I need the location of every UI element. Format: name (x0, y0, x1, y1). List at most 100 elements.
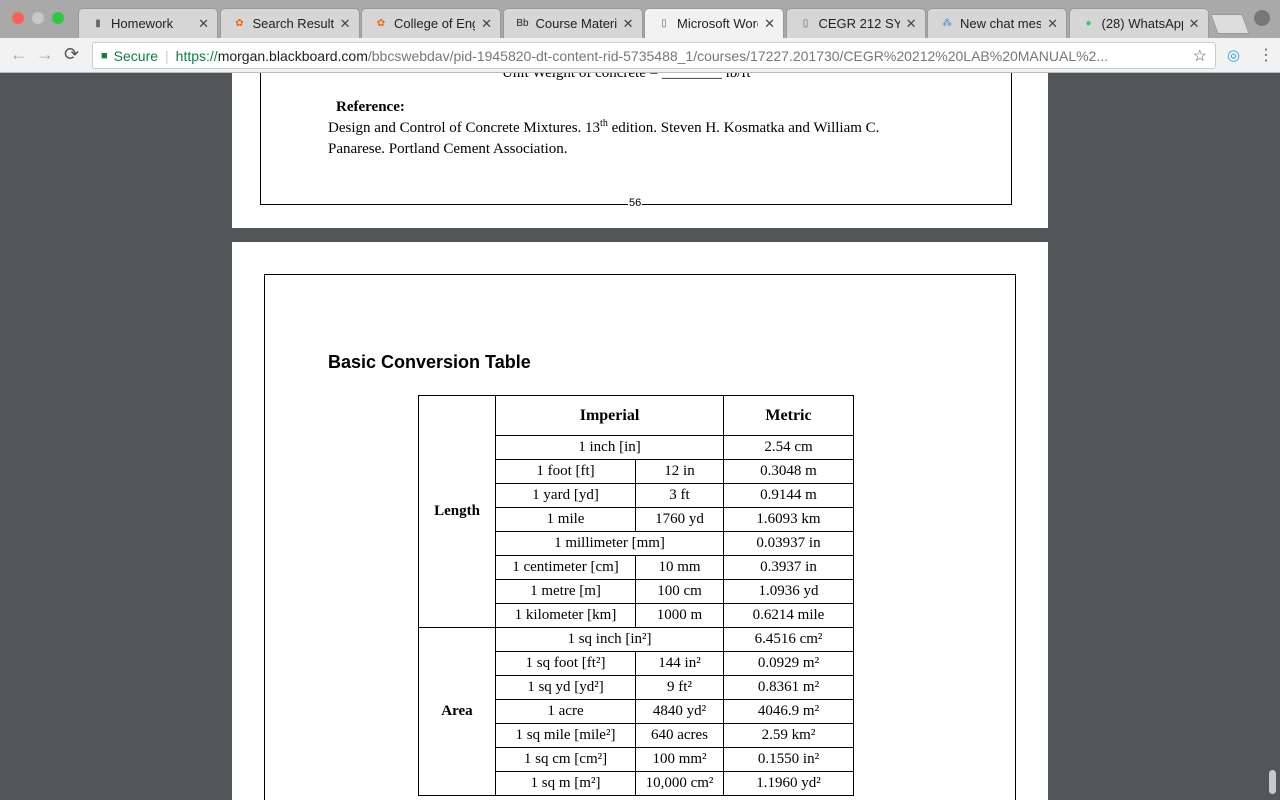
document-icon: ▯ (802, 17, 809, 29)
cell-text: 1000 m (656, 607, 703, 623)
imperial-header: Imperial (495, 395, 724, 436)
address-bar[interactable]: ■ Secure | https://morgan.blackboard.com… (92, 42, 1216, 69)
table-row: Area 1 sq inch [in²] 6.4516 cm² (418, 627, 854, 796)
equivalent-cell: 100 cm (635, 579, 724, 604)
profile-icon[interactable] (1254, 10, 1270, 26)
reference-sup: th (600, 118, 608, 129)
table-row: 1 kilometer [km] 1000 m 0.6214 mile (419, 603, 854, 628)
tab-2[interactable]: ✿ College of Engi ✕ (361, 8, 501, 38)
maximize-window-button[interactable] (52, 12, 64, 24)
tab-label: (28) WhatsApp (1101, 16, 1183, 31)
reference-line-2: Panarese. Portland Cement Association. (328, 141, 568, 157)
back-button[interactable]: ← (10, 44, 28, 64)
tab-label: College of Engi (394, 16, 476, 31)
imperial-cell: 1 mile (495, 507, 636, 532)
cell-text: 1 metre [m] (530, 583, 601, 599)
close-tab-icon[interactable]: ✕ (905, 15, 917, 31)
cell-text: 0.03937 in (756, 535, 821, 551)
tab-6[interactable]: ⁂ New chat mess ✕ (927, 8, 1067, 38)
cell-text: 2.54 cm (764, 439, 813, 455)
new-tab-button[interactable] (1210, 14, 1250, 34)
toolbar: ← → ⟳ ■ Secure | https://morgan.blackboa… (0, 38, 1280, 73)
reload-button[interactable]: ⟳ (64, 44, 80, 64)
cell-text: 100 cm (657, 583, 702, 599)
paw-icon: ✿ (376, 17, 386, 29)
cell-text: 1 sq inch [in²] (567, 631, 652, 647)
page-border (264, 274, 1016, 800)
tab-7[interactable]: ● (28) WhatsApp ✕ (1068, 8, 1209, 38)
close-tab-icon[interactable]: ✕ (198, 15, 209, 31)
tab-label: Microsoft Word (677, 16, 759, 31)
tab-5[interactable]: ▯ CEGR 212 SYL ✕ (785, 8, 926, 38)
close-tab-icon[interactable]: ✕ (481, 15, 492, 31)
close-tab-icon[interactable]: ✕ (339, 15, 351, 31)
metric-header: Metric (723, 395, 854, 436)
metric-cell: 0.9144 m (723, 483, 854, 508)
close-tab-icon[interactable]: ✕ (1188, 15, 1200, 31)
cell-text: 1 sq m [m²] (530, 775, 601, 791)
cell-text: 0.3937 in (760, 559, 817, 575)
tablet-icon: ▮ (95, 17, 101, 29)
url-scheme: https:// (175, 47, 218, 64)
conversion-table: Length Imperial Metric 1 inch [in] 2.54 cm 1 … (418, 395, 854, 796)
cell-text: 0.6214 mile (752, 607, 825, 623)
metric-cell: 0.3937 in (723, 555, 854, 580)
cell-text: 1 sq foot [ft²] (525, 655, 606, 671)
metric-cell: 0.3048 m (723, 459, 854, 484)
tab-3[interactable]: Bb Course Materia ✕ (502, 8, 643, 38)
bookmark-star-icon[interactable]: ☆ (1192, 47, 1207, 65)
tab-4[interactable]: ▯ Microsoft Word ✕ (644, 8, 784, 38)
table-row: 1 mile 1760 yd 1.6093 km (419, 507, 854, 532)
menu-icon[interactable]: ⋮ (1258, 47, 1274, 64)
scrollbar[interactable] (1269, 770, 1276, 794)
metric-cell: 1.1960 yd² (723, 771, 854, 796)
equivalent-cell: 3 ft (635, 483, 724, 508)
imperial-cell: 1 sq foot [ft²] (495, 651, 636, 676)
blackboard-icon: Bb (516, 17, 529, 29)
document-icon: ▯ (661, 17, 667, 29)
imperial-cell: 1 sq inch [in²] (495, 627, 724, 652)
close-tab-icon[interactable]: ✕ (622, 15, 634, 31)
close-window-button[interactable] (12, 12, 24, 24)
page-border (260, 73, 1012, 205)
equivalent-cell: 1000 m (635, 603, 724, 628)
cell-text: 10 mm (658, 559, 701, 575)
tab-label: New chat mess (960, 16, 1042, 31)
metric-cell: 4046.9 m² (723, 699, 854, 724)
table-row: 1 sq mile [mile²] 640 acres 2.59 km² (419, 723, 854, 748)
equivalent-cell: 10,000 cm² (635, 771, 724, 796)
metric-cell: 0.03937 in (723, 531, 854, 556)
table-header-row: Length Imperial Metric (418, 395, 854, 628)
cell-text: 1 sq mile [mile²] (515, 727, 616, 743)
cell-text: 1 foot [ft] (536, 463, 595, 479)
equivalent-cell: 4840 yd² (635, 699, 724, 724)
cell-text: 1 sq yd [yd²] (527, 679, 604, 695)
cell-text: 0.0929 m² (757, 655, 820, 671)
table-row: 1 sq m [m²] 10,000 cm² 1.1960 yd² (419, 771, 854, 796)
cell-text: 4840 yd² (652, 703, 707, 719)
table-row: 1 sq cm [cm²] 100 mm² 0.1550 in² (419, 747, 854, 772)
pdf-viewer[interactable]: Unit Weight of concrete = ________ lb/ft… (0, 73, 1280, 800)
cell-text: 12 in (664, 463, 695, 479)
cell-text: 1 millimeter [mm] (554, 535, 665, 551)
cell-text: 1.6093 km (756, 511, 821, 527)
imperial-cell: 1 metre [m] (495, 579, 636, 604)
cell-text: 1.0936 yd (758, 583, 819, 599)
minimize-window-button[interactable] (32, 12, 44, 24)
lock-icon: ■ (101, 49, 108, 62)
forward-button[interactable]: → (36, 44, 54, 64)
close-tab-icon[interactable]: ✕ (1047, 15, 1058, 31)
cell-text: 1 yard [yd] (532, 487, 599, 503)
cell-text: 1.1960 yd² (756, 775, 821, 791)
imperial-cell: 1 centimeter [cm] (495, 555, 636, 580)
metric-cell: 0.0929 m² (723, 651, 854, 676)
metric-cell: 2.54 cm (723, 435, 854, 460)
close-tab-icon[interactable]: ✕ (764, 15, 775, 31)
imperial-cell: 1 sq mile [mile²] (495, 723, 636, 748)
tab-0[interactable]: ▮ Homework ✕ (78, 8, 218, 38)
tab-1[interactable]: ✿ Search Results ✕ (219, 8, 360, 38)
extension-icon[interactable]: ◎ (1227, 47, 1241, 64)
table-row: 1 inch [in] 2.54 cm (419, 435, 854, 460)
reference-line-1: Design and Control of Concrete Mixtures.… (328, 118, 879, 137)
cell-text: 3 ft (669, 487, 690, 503)
